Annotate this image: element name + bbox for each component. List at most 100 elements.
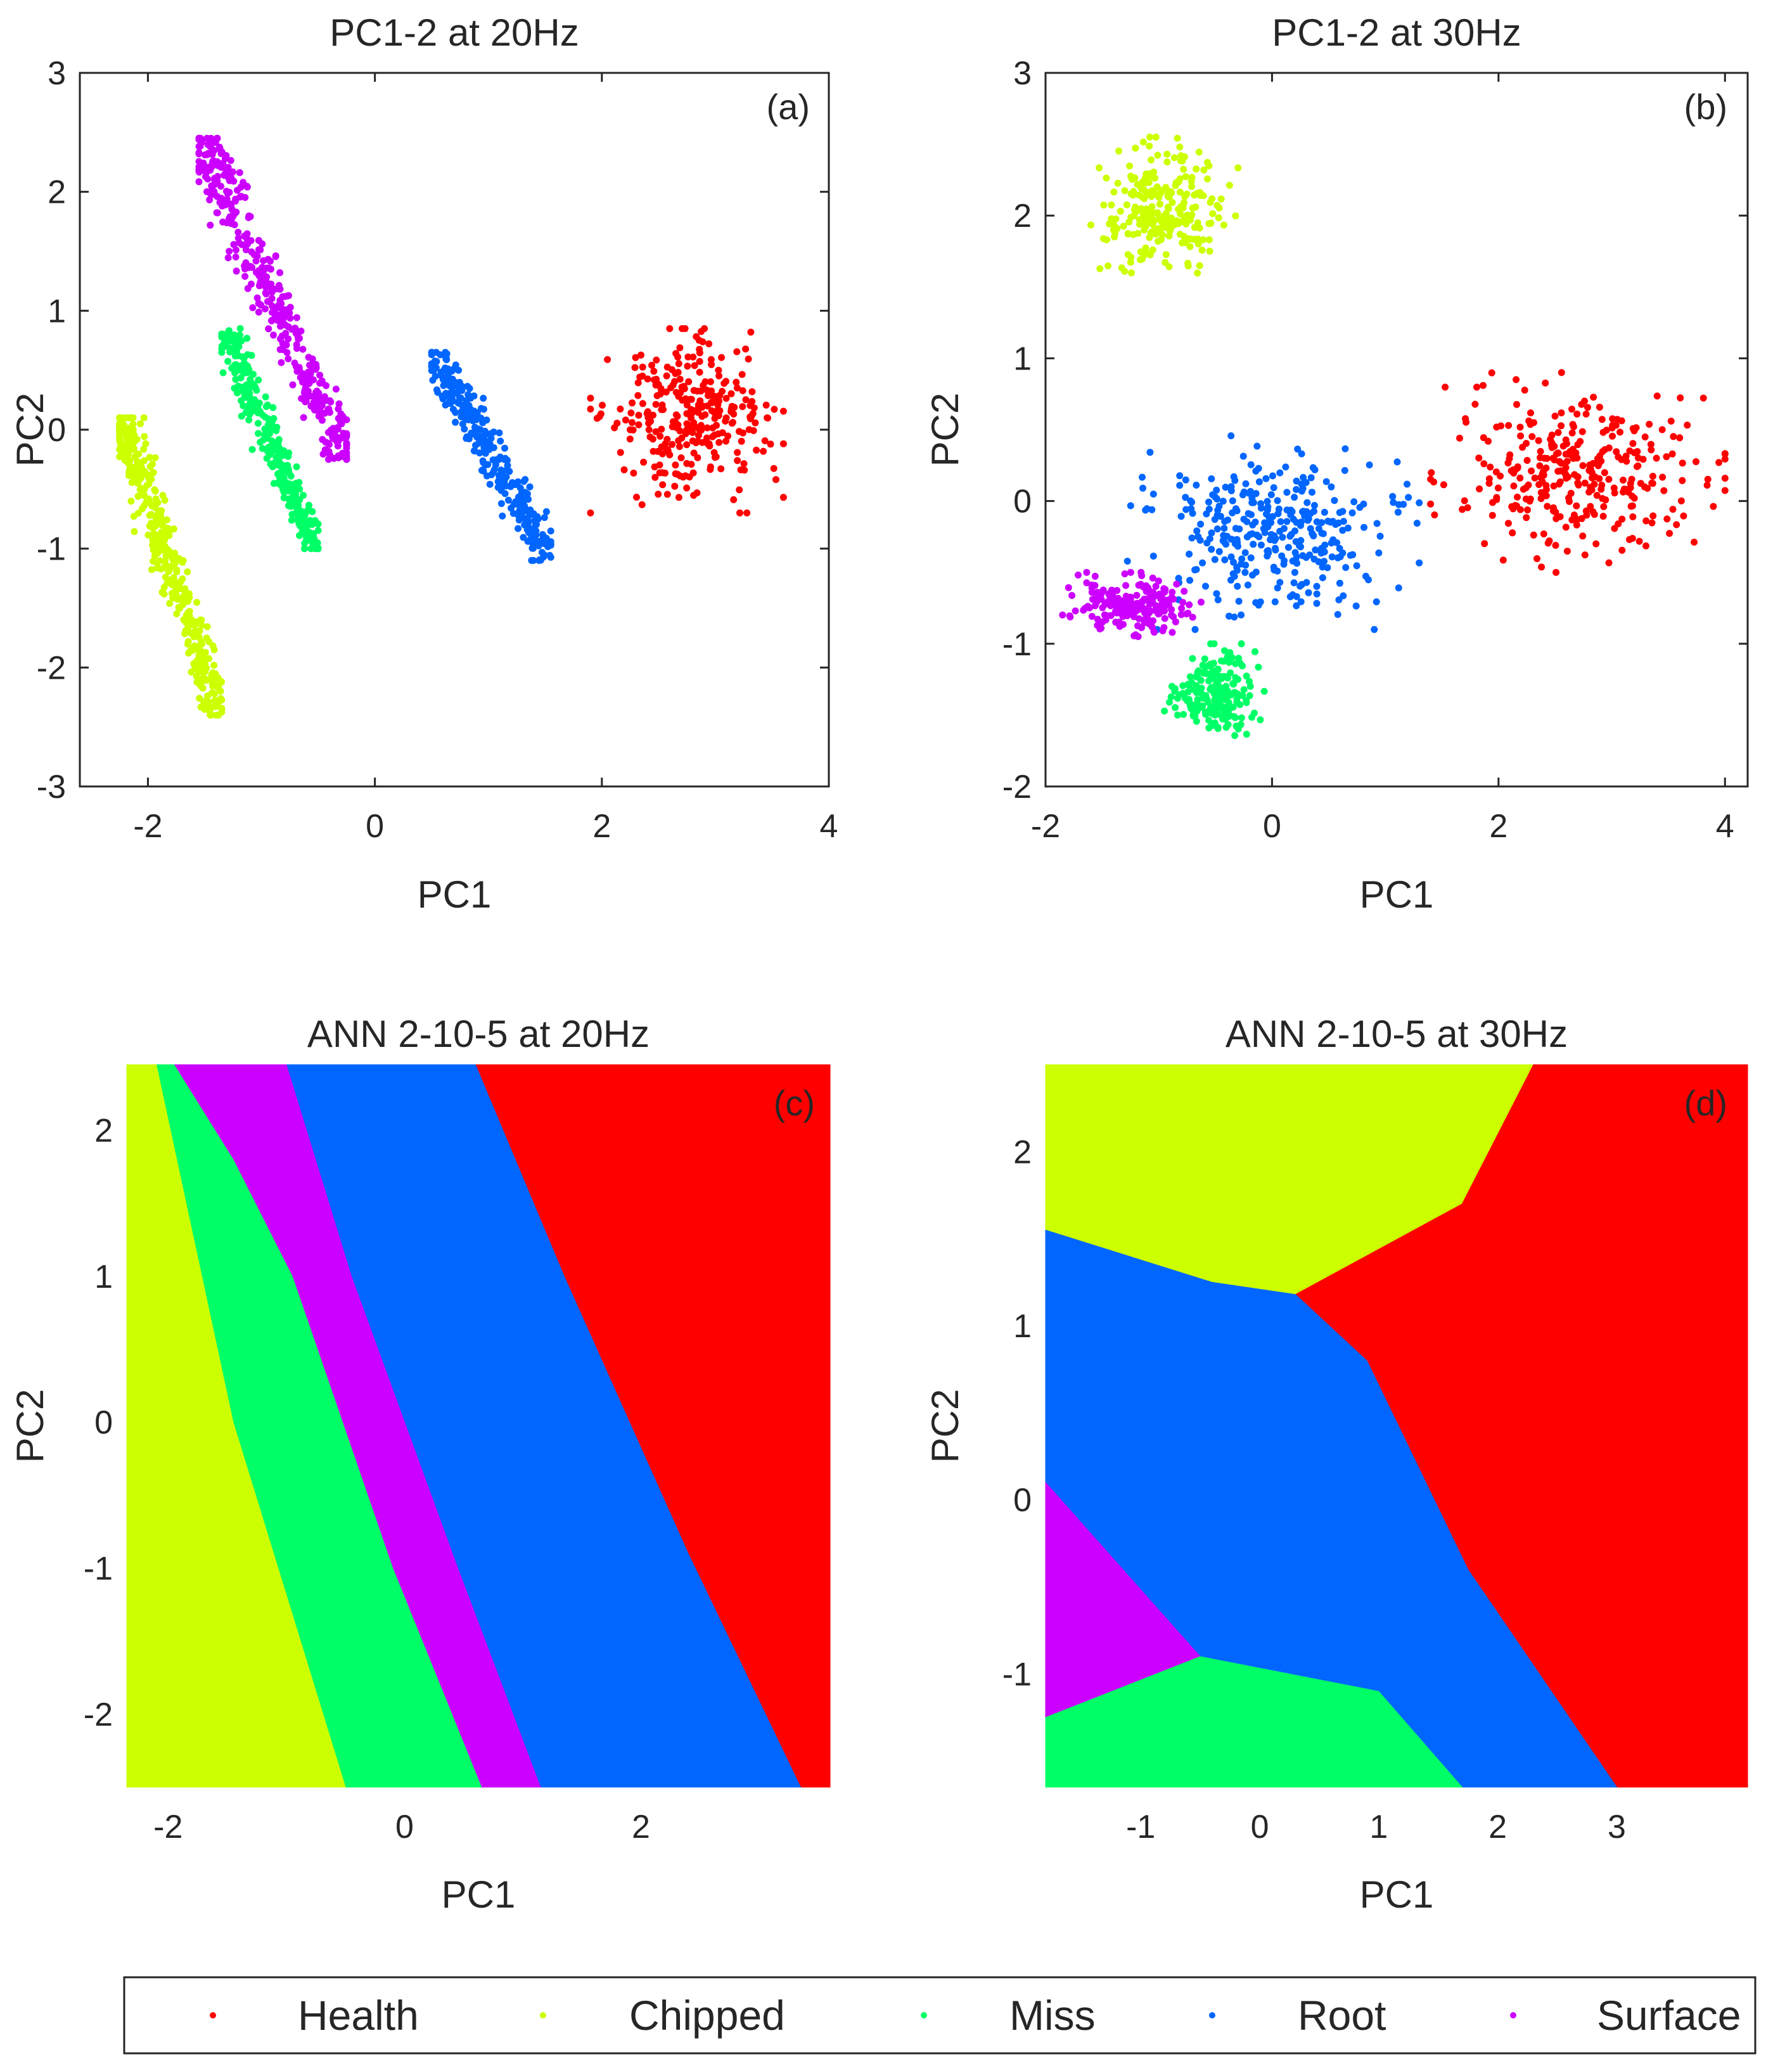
panel-a: -2 0 2 4 -3 -2 -1 0 1 2 3 PC1-2 at 20Hz PC1 PC2 (a… bbox=[9, 11, 838, 916]
point-health bbox=[1480, 434, 1487, 442]
point-health bbox=[1563, 458, 1571, 465]
point-surface bbox=[293, 314, 300, 321]
point-root bbox=[1257, 541, 1265, 549]
point-miss bbox=[255, 430, 262, 437]
point-root bbox=[1260, 525, 1267, 532]
point-chipped bbox=[157, 513, 164, 521]
point-chipped bbox=[203, 701, 211, 709]
panel-b-x-tick-label: 4 bbox=[1716, 808, 1734, 845]
point-root bbox=[1279, 534, 1286, 541]
point-health bbox=[1427, 475, 1435, 483]
point-miss bbox=[236, 325, 244, 332]
point-miss bbox=[1201, 655, 1208, 663]
point-chipped bbox=[1096, 265, 1104, 273]
panel-b-y-tick-label: -1 bbox=[1002, 626, 1032, 663]
point-chipped bbox=[158, 521, 166, 529]
panel-c-y-tick-label: 2 bbox=[94, 1113, 113, 1150]
point-root bbox=[547, 553, 554, 561]
point-chipped bbox=[1220, 221, 1227, 229]
point-chipped bbox=[1146, 143, 1153, 150]
point-root bbox=[1404, 480, 1411, 488]
point-chipped bbox=[1149, 246, 1156, 253]
point-health bbox=[1573, 521, 1580, 529]
point-health bbox=[631, 364, 639, 371]
point-health bbox=[770, 465, 778, 472]
point-root bbox=[1214, 506, 1222, 514]
point-health bbox=[1641, 433, 1649, 440]
panel-c-xlabel: PC1 bbox=[442, 1873, 516, 1916]
point-health bbox=[679, 397, 686, 404]
point-surface bbox=[337, 410, 345, 418]
point-chipped bbox=[125, 436, 133, 444]
point-health bbox=[1628, 475, 1635, 483]
point-root bbox=[1336, 579, 1343, 587]
point-root bbox=[1310, 502, 1318, 509]
point-root bbox=[1341, 445, 1349, 452]
point-chipped bbox=[140, 446, 148, 453]
point-root bbox=[532, 521, 539, 529]
point-chipped bbox=[1148, 156, 1155, 164]
point-health bbox=[1517, 432, 1525, 440]
point-root bbox=[1194, 533, 1202, 541]
series-root bbox=[428, 349, 554, 564]
point-health bbox=[652, 401, 660, 408]
point-health bbox=[730, 496, 738, 503]
point-health bbox=[672, 419, 679, 426]
point-surface bbox=[292, 330, 300, 337]
point-root bbox=[514, 478, 522, 485]
point-surface bbox=[1088, 613, 1096, 620]
point-root bbox=[522, 518, 530, 526]
point-root bbox=[516, 484, 524, 492]
point-root bbox=[1371, 626, 1378, 633]
panel-d-y-tick-label: 0 bbox=[1013, 1482, 1032, 1519]
point-health bbox=[1480, 460, 1488, 468]
point-miss bbox=[1161, 707, 1168, 715]
point-surface bbox=[248, 248, 255, 255]
legend-label-root: Root bbox=[1298, 1992, 1386, 2039]
point-health bbox=[691, 362, 698, 369]
point-miss bbox=[1203, 670, 1211, 677]
point-health bbox=[1581, 479, 1589, 487]
panel-b-y-tick-label: -2 bbox=[1002, 769, 1032, 805]
point-root bbox=[1139, 473, 1146, 481]
point-health bbox=[1556, 513, 1564, 520]
point-surface bbox=[208, 151, 216, 158]
point-chipped bbox=[203, 623, 211, 631]
point-miss bbox=[1243, 696, 1250, 704]
point-health bbox=[1524, 506, 1531, 514]
point-chipped bbox=[154, 546, 162, 553]
point-surface bbox=[1115, 619, 1123, 626]
point-chipped bbox=[1173, 217, 1181, 224]
point-chipped bbox=[148, 566, 155, 574]
point-health bbox=[1676, 434, 1684, 442]
point-root bbox=[1221, 518, 1229, 525]
point-miss bbox=[1180, 710, 1187, 718]
point-root bbox=[1280, 560, 1288, 568]
point-root bbox=[1307, 525, 1314, 532]
point-root bbox=[1395, 584, 1402, 592]
point-health bbox=[683, 401, 691, 409]
point-chipped bbox=[1128, 269, 1135, 277]
point-chipped bbox=[117, 450, 125, 458]
panel-c-y-tick-label: -2 bbox=[84, 1697, 113, 1733]
point-surface bbox=[321, 393, 328, 401]
point-chipped bbox=[137, 420, 144, 428]
point-root bbox=[1400, 501, 1407, 508]
point-miss bbox=[1205, 677, 1213, 684]
point-health bbox=[717, 465, 725, 473]
point-miss bbox=[1181, 695, 1189, 702]
point-chipped bbox=[1100, 202, 1108, 209]
point-health bbox=[1601, 469, 1608, 477]
point-miss bbox=[1210, 640, 1218, 648]
point-surface bbox=[207, 143, 214, 150]
point-chipped bbox=[146, 454, 153, 461]
point-surface bbox=[207, 134, 215, 142]
point-miss bbox=[231, 369, 239, 376]
point-surface bbox=[213, 209, 221, 217]
point-root bbox=[1244, 581, 1251, 589]
point-surface bbox=[1168, 629, 1176, 636]
point-miss bbox=[1187, 705, 1195, 712]
point-health bbox=[645, 420, 653, 427]
panel-a-x-tick-label: 0 bbox=[366, 808, 384, 845]
point-miss bbox=[1214, 665, 1222, 673]
